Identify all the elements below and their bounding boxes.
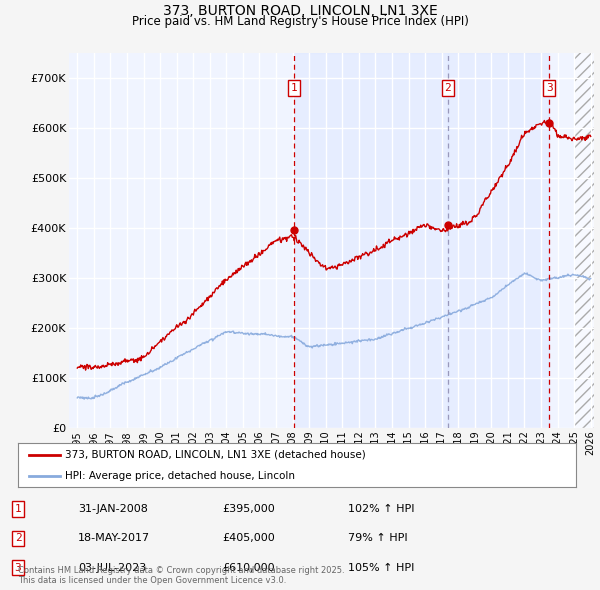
Text: £610,000: £610,000 [222, 563, 275, 573]
Text: 102% ↑ HPI: 102% ↑ HPI [348, 504, 415, 514]
Text: HPI: Average price, detached house, Lincoln: HPI: Average price, detached house, Linc… [65, 471, 295, 481]
Text: Contains HM Land Registry data © Crown copyright and database right 2025.
This d: Contains HM Land Registry data © Crown c… [18, 566, 344, 585]
Text: 03-JUL-2023: 03-JUL-2023 [78, 563, 146, 573]
Text: Price paid vs. HM Land Registry's House Price Index (HPI): Price paid vs. HM Land Registry's House … [131, 15, 469, 28]
Text: 3: 3 [546, 83, 553, 93]
Text: 373, BURTON ROAD, LINCOLN, LN1 3XE (detached house): 373, BURTON ROAD, LINCOLN, LN1 3XE (deta… [65, 450, 366, 460]
Text: £405,000: £405,000 [222, 533, 275, 543]
Text: 18-MAY-2017: 18-MAY-2017 [78, 533, 150, 543]
Text: 1: 1 [290, 83, 297, 93]
Text: 31-JAN-2008: 31-JAN-2008 [78, 504, 148, 514]
Text: 79% ↑ HPI: 79% ↑ HPI [348, 533, 407, 543]
Text: 373, BURTON ROAD, LINCOLN, LN1 3XE: 373, BURTON ROAD, LINCOLN, LN1 3XE [163, 4, 437, 18]
Text: £395,000: £395,000 [222, 504, 275, 514]
Bar [294, 53, 448, 428]
Text: 3: 3 [14, 563, 22, 573]
Text: 105% ↑ HPI: 105% ↑ HPI [348, 563, 415, 573]
Bar [574, 53, 594, 428]
Text: 2: 2 [14, 533, 22, 543]
Bar [574, 53, 594, 428]
Text: 1: 1 [14, 504, 22, 514]
Text: 2: 2 [445, 83, 451, 93]
Bar [448, 53, 549, 428]
